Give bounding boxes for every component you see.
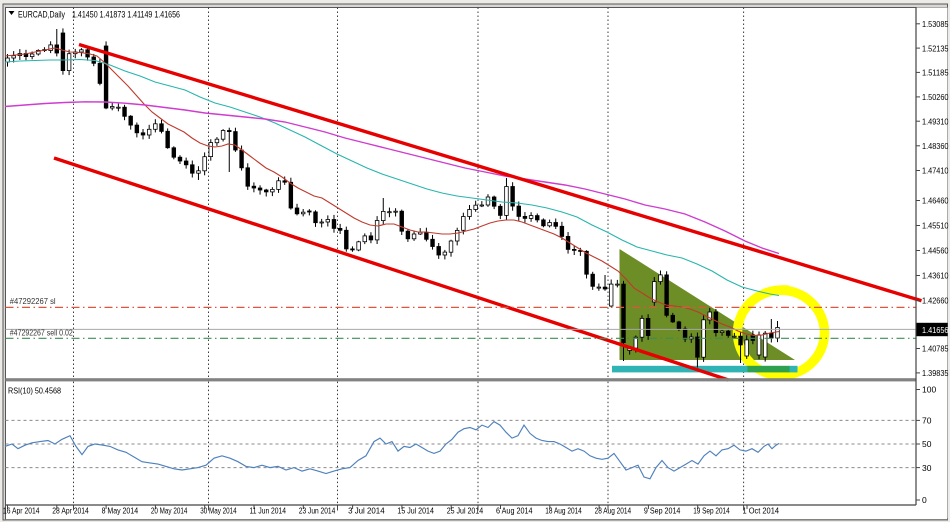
svg-text:1.39835: 1.39835 (922, 368, 949, 378)
svg-text:70: 70 (922, 416, 932, 426)
svg-text:1.43610: 1.43610 (922, 271, 949, 281)
svg-text:1.46460: 1.46460 (922, 196, 949, 206)
svg-text:0: 0 (922, 495, 927, 505)
svg-text:8 May 2014: 8 May 2014 (102, 507, 139, 516)
svg-text:100: 100 (922, 385, 936, 395)
svg-text:1.53085: 1.53085 (922, 19, 949, 29)
svg-text:30 May 2014: 30 May 2014 (200, 507, 237, 516)
svg-text:1.41656: 1.41656 (922, 325, 949, 335)
svg-text:1 Oct 2014: 1 Oct 2014 (743, 507, 780, 516)
svg-text:3 Jul 2014: 3 Jul 2014 (348, 507, 385, 516)
svg-text:19 Sep 2014: 19 Sep 2014 (693, 507, 730, 516)
svg-text:1.47410: 1.47410 (922, 166, 949, 176)
svg-text:#47292267 sell 0.02: #47292267 sell 0.02 (10, 329, 73, 338)
svg-text:50: 50 (922, 439, 932, 449)
svg-text:1.51185: 1.51185 (922, 68, 949, 78)
svg-text:11 Jun 2014: 11 Jun 2014 (250, 507, 287, 516)
svg-text:23 Jun 2014: 23 Jun 2014 (299, 507, 336, 516)
svg-text:1.50260: 1.50260 (922, 92, 949, 102)
svg-text:28 Aug 2014: 28 Aug 2014 (595, 507, 632, 516)
svg-text:28 Apr 2014: 28 Apr 2014 (52, 507, 89, 516)
svg-text:1.45510: 1.45510 (922, 221, 949, 231)
svg-text:6 Aug 2014: 6 Aug 2014 (496, 507, 533, 516)
svg-text:1.49310: 1.49310 (922, 116, 949, 126)
svg-text:15 Jul 2014: 15 Jul 2014 (397, 507, 434, 516)
svg-text:25 Jul 2014: 25 Jul 2014 (447, 507, 484, 516)
svg-text:1.44560: 1.44560 (922, 246, 949, 256)
svg-text:9 Sep 2014: 9 Sep 2014 (644, 507, 681, 516)
svg-text:RSI(10) 50.4568: RSI(10) 50.4568 (8, 387, 61, 396)
svg-text:1.42660: 1.42660 (922, 296, 949, 306)
svg-text:1.40785: 1.40785 (922, 344, 949, 354)
svg-text:18 Aug 2014: 18 Aug 2014 (545, 507, 582, 516)
svg-text:1.41450 1.41873 1.41149 1.4165: 1.41450 1.41873 1.41149 1.41656 (72, 10, 180, 20)
svg-text:16 Apr 2014: 16 Apr 2014 (3, 507, 40, 516)
svg-text:#47292267 sl: #47292267 sl (10, 297, 56, 306)
svg-text:EURCAD,Daily: EURCAD,Daily (18, 10, 65, 20)
svg-text:20 May 2014: 20 May 2014 (151, 507, 188, 516)
svg-text:30: 30 (922, 463, 932, 473)
svg-text:1.48360: 1.48360 (922, 141, 949, 151)
svg-text:1.52135: 1.52135 (922, 43, 949, 53)
